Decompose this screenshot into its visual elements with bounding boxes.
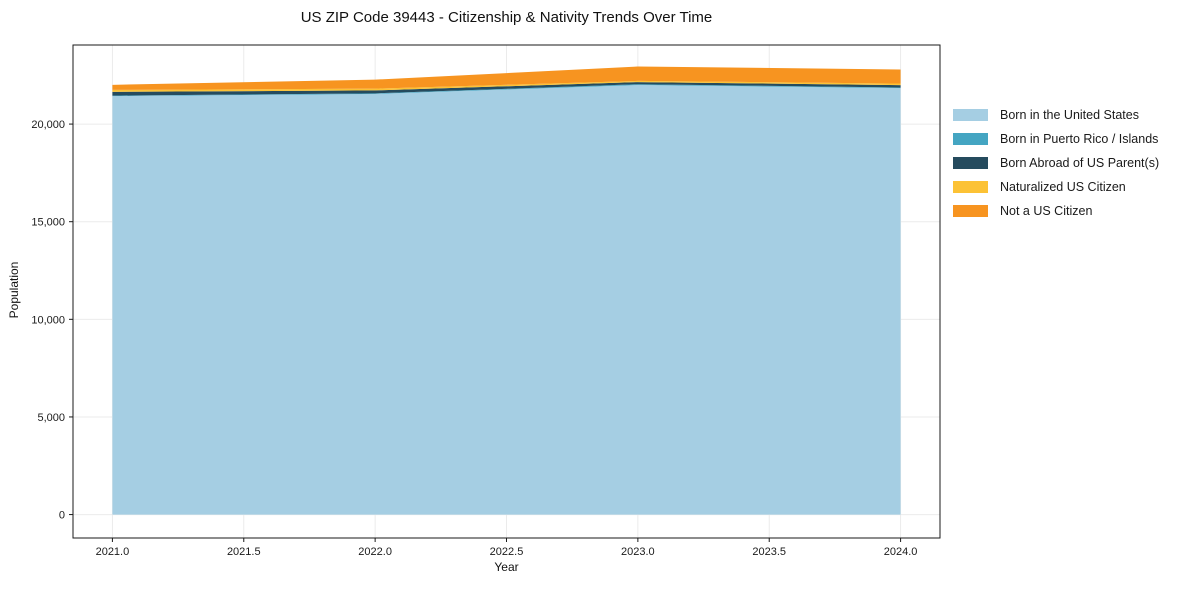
x-tick-label: 2022.5 (490, 546, 524, 558)
y-tick-label: 20,000 (31, 119, 65, 131)
legend-label-born-us: Born in the United States (1000, 108, 1139, 122)
x-tick-label: 2024.0 (884, 546, 918, 558)
x-tick-label: 2023.0 (621, 546, 655, 558)
legend-swatch-born-pr-islands (953, 133, 988, 145)
x-tick-label: 2023.5 (752, 546, 786, 558)
y-axis-label: Population (7, 261, 21, 319)
legend-item-not-citizen: Not a US Citizen (953, 199, 1159, 223)
legend: Born in the United States Born in Puerto … (953, 103, 1159, 223)
legend-item-born-us: Born in the United States (953, 103, 1159, 127)
y-tick-label: 0 (59, 510, 65, 522)
legend-item-naturalized: Naturalized US Citizen (953, 175, 1159, 199)
legend-swatch-naturalized (953, 181, 988, 193)
legend-swatch-not-citizen (953, 205, 988, 217)
legend-label-naturalized: Naturalized US Citizen (1000, 180, 1126, 194)
y-tick-label: 5,000 (37, 412, 65, 424)
legend-swatch-born-abroad (953, 157, 988, 169)
legend-swatch-born-us (953, 109, 988, 121)
legend-label-not-citizen: Not a US Citizen (1000, 204, 1093, 218)
x-axis-label: Year (494, 560, 519, 574)
area-not-citizen (112, 66, 901, 90)
area-born-us (112, 85, 901, 515)
area-born-abroad (112, 82, 901, 96)
x-tick-label: 2021.5 (227, 546, 261, 558)
x-tick-label: 2022.0 (358, 546, 392, 558)
chart-title: US ZIP Code 39443 - Citizenship & Nativi… (300, 9, 713, 26)
legend-item-born-abroad: Born Abroad of US Parent(s) (953, 151, 1159, 175)
area-naturalized (112, 80, 901, 92)
legend-label-born-pr-islands: Born in Puerto Rico / Islands (1000, 132, 1159, 146)
x-tick-label: 2021.0 (96, 546, 130, 558)
legend-label-born-abroad: Born Abroad of US Parent(s) (1000, 156, 1160, 170)
y-tick-label: 15,000 (31, 217, 65, 229)
area-born-pr-islands (112, 84, 901, 97)
y-tick-label: 10,000 (31, 314, 65, 326)
legend-item-born-pr-islands: Born in Puerto Rico / Islands (953, 127, 1159, 151)
